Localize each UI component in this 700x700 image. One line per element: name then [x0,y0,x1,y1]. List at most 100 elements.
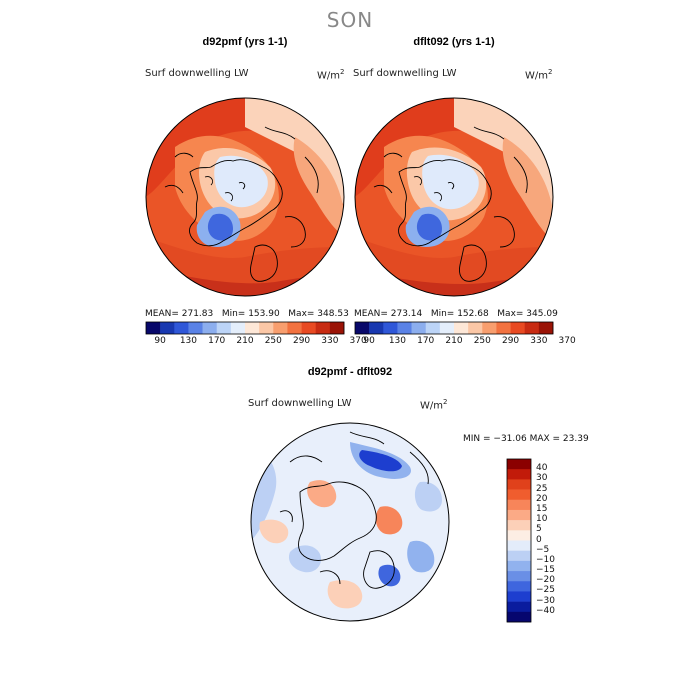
difference-polar-map [250,422,450,622]
panel-2-colorbar-tick-label: 170 [417,336,435,346]
difference-colorbar-swatch [507,479,531,490]
figure-title: SON [326,8,374,32]
difference-panel-title: d92pmf - dflt092 [307,366,393,378]
panel-1-colorbar-tick-label: 330 [321,336,339,346]
panel-1-colorbar-tick-label: 370 [349,336,367,346]
panel-2-colorbar-swatch [524,322,540,334]
difference-colorbar-tick-label: −40 [536,605,555,616]
panel-2-colorbar-swatch [482,322,497,334]
difference-panel-stats: MIN = −31.06 MAX = 23.39 [463,434,589,444]
panel-1-min: Min= 153.90 [221,309,280,319]
panel-1-title: d92pmf (yrs 1-1) [202,36,288,48]
panel-1-colorbar-swatch [202,322,218,334]
panel-1-variable-label: Surf downwelling LW [145,68,249,79]
panel-1-colorbar-swatch [315,322,331,334]
panel-1-colorbar-swatch [146,322,161,334]
panel-2-colorbar-tick-label: 370 [558,336,576,346]
panel-2-colorbar-tick-label: 90 [363,336,375,346]
difference-colorbar-tick-label: 0 [536,534,542,545]
panel-1-colorbar-tick-label: 210 [236,336,254,346]
difference-colorbar [506,458,532,623]
panel-2-min: Min= 152.68 [430,309,489,319]
difference-colorbar-swatch [507,540,531,551]
panel-1-colorbar-swatch [301,322,317,334]
difference-colorbar-swatch [507,499,531,511]
panel-2-colorbar-swatch [425,322,441,334]
panel-1-colorbar-swatch [245,322,260,334]
panel-2-colorbar-swatch [538,322,554,334]
panel-1-colorbar-swatch [287,322,302,334]
difference-colorbar-tick-label: 10 [536,514,548,525]
panel-2-colorbar-swatch [369,322,384,334]
panel-2-polar-map [354,97,554,297]
difference-colorbar-swatch [507,581,531,592]
difference-colorbar-swatch [507,571,531,582]
difference-colorbar-tick-label: −5 [536,544,550,555]
panel-2-colorbar-tick-label: 250 [473,336,491,346]
panel-1-colorbar-tick-label: 90 [154,336,166,346]
difference-panel-unit-label: W/m2 [420,398,448,412]
panel-1-colorbar-swatch [160,322,175,334]
panel-2-mean: MEAN= 273.14 [354,309,423,319]
panel-2-max: Max= 345.09 [497,309,558,319]
difference-colorbar-tick-label: 15 [536,503,548,514]
panel-1-colorbar-swatch [273,322,288,334]
panel-2-colorbar-swatch [510,322,526,334]
panel-1-unit-label: W/m2 [317,68,345,82]
panel-1-mean: MEAN= 271.83 [145,309,214,319]
panel-1-colorbar-swatch [329,322,345,334]
panel-2-colorbar [354,321,554,335]
panel-2-colorbar-tick-label: 330 [530,336,548,346]
panel-1-max: Max= 348.53 [288,309,349,319]
difference-colorbar-tick-label: 40 [536,463,548,474]
panel-2-colorbar-tick-label: 130 [388,336,407,346]
panel-2-colorbar-swatch [383,322,398,334]
panel-2-colorbar-swatch [468,322,483,334]
difference-colorbar-swatch [507,469,531,480]
difference-colorbar-swatch [507,601,531,613]
difference-colorbar-swatch [507,520,531,531]
difference-colorbar-swatch [507,591,531,602]
panel-2-stats: MEAN= 273.14 Min= 152.68 Max= 345.09 [354,309,558,319]
panel-1-polar-map [145,97,345,297]
difference-colorbar-swatch [507,560,531,572]
difference-colorbar-tick-label: 5 [536,524,542,535]
panel-2-colorbar-swatch [496,322,511,334]
panel-1-colorbar-tick-label: 250 [264,336,282,346]
difference-colorbar-swatch [507,489,531,501]
difference-colorbar-swatch [507,530,531,541]
difference-colorbar-swatch [507,550,531,562]
difference-colorbar-tick-label: −30 [536,595,555,606]
difference-colorbar-tick-label: −10 [536,554,555,565]
panel-2-colorbar-ticks: 90 130 170 210 250 290 330 370 [355,336,575,348]
panel-1-colorbar-tick-label: 130 [179,336,198,346]
panel-2-title: dflt092 (yrs 1-1) [413,36,495,48]
panel-1-colorbar-swatch [230,322,246,334]
panel-1-colorbar-swatch [259,322,274,334]
panel-2-colorbar-swatch [397,322,412,334]
panel-2-colorbar-swatch [355,322,370,334]
difference-colorbar-tick-label: 25 [536,483,548,494]
panel-2-variable-label: Surf downwelling LW [353,68,457,79]
difference-colorbar-swatch [507,509,531,521]
panel-1-colorbar-tick-label: 290 [292,336,311,346]
panel-2-colorbar-swatch [454,322,469,334]
difference-colorbar-swatch [507,459,531,470]
difference-colorbar-ticks: 40 30 25 20 15 10 5 0 −5 −10 −15 −20 −25 −30 −40 [536,459,576,622]
panel-1-stats: MEAN= 271.83 Min= 153.90 Max= 348.53 [145,309,349,319]
difference-colorbar-tick-label: −20 [536,575,555,586]
panel-2-unit-label: W/m2 [525,68,553,82]
panel-1-colorbar-swatch [188,322,203,334]
difference-colorbar-tick-label: 20 [536,493,548,504]
difference-colorbar-swatch [507,611,531,623]
difference-colorbar-tick-label: 30 [536,473,548,484]
panel-2-colorbar-tick-label: 290 [501,336,520,346]
panel-1-colorbar [145,321,345,335]
panel-2-colorbar-tick-label: 210 [445,336,463,346]
panel-2-colorbar-swatch [439,322,455,334]
difference-panel-variable-label: Surf downwelling LW [248,398,352,409]
panel-1-colorbar-tick-label: 170 [208,336,226,346]
panel-2-colorbar-swatch [411,322,427,334]
panel-1-colorbar-ticks: 90 130 170 210 250 290 330 370 [146,336,366,348]
panel-1-colorbar-swatch [174,322,189,334]
